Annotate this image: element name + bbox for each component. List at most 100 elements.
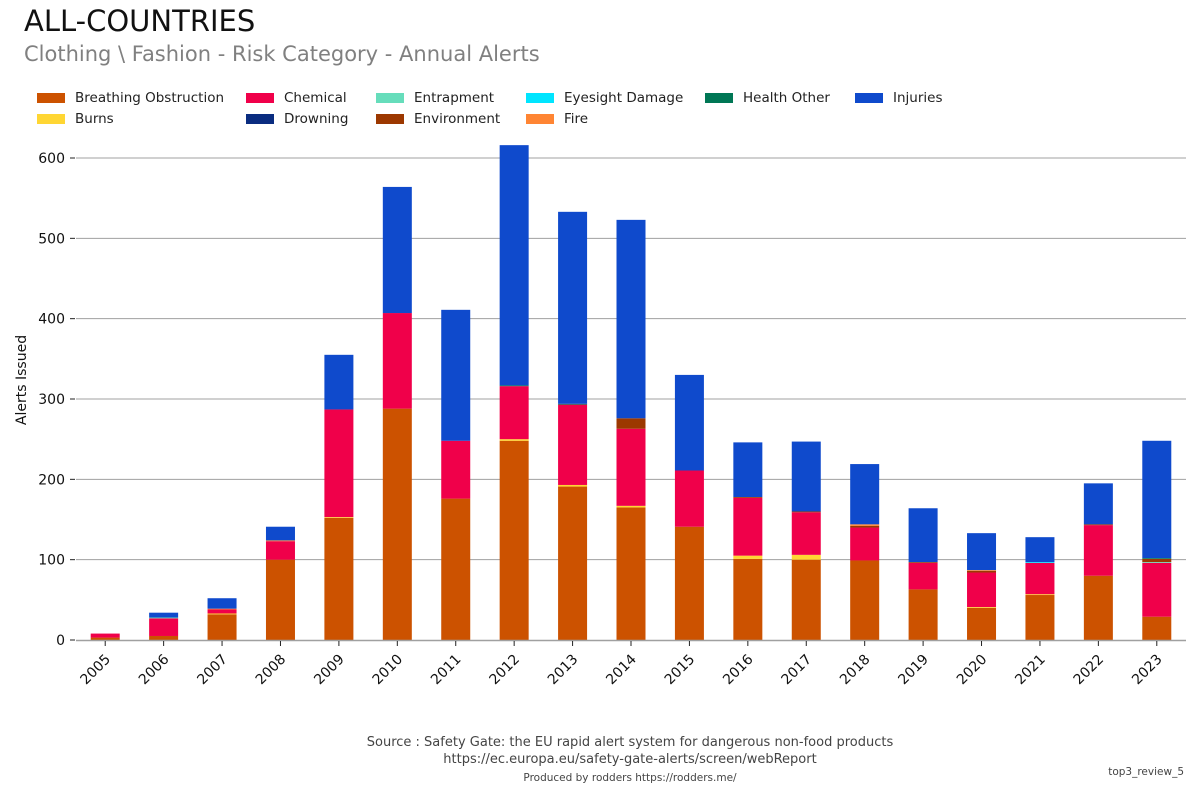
bar-segment-injuries-2008: [265, 526, 295, 541]
y-tick-label: 0: [56, 633, 65, 649]
legend-item-eyesight-damage: Eyesight Damage: [526, 90, 683, 106]
bar-segment-breathing-obstruction-2018: [850, 560, 880, 640]
x-tick-label: 2008: [253, 652, 290, 689]
x-tick-label: 2023: [1129, 652, 1166, 689]
bar-segment-environment-2023: [1142, 558, 1172, 563]
legend-item-burns: Burns: [37, 111, 114, 127]
bar-segment-injuries-2017: [791, 441, 821, 512]
bar-segment-breathing-obstruction-2019: [908, 589, 938, 640]
bar-segment-environment-2017: [791, 511, 821, 513]
x-tick-label: 2012: [486, 652, 523, 689]
bar-segment-entrapment-2006: [149, 617, 179, 619]
legend-swatch: [526, 114, 554, 124]
bar-segment-breathing-obstruction-2021: [1025, 595, 1055, 640]
x-tick-label: 2007: [194, 652, 231, 689]
bars: [90, 145, 1172, 640]
bar-segment-breathing-obstruction-2016: [733, 558, 763, 640]
y-tick-label: 400: [38, 312, 65, 328]
legend-item-fire: Fire: [526, 111, 588, 127]
bar-segment-injuries-2015: [674, 374, 704, 471]
legend-item-breathing-obstruction: Breathing Obstruction: [37, 90, 224, 106]
bar-segment-breathing-obstruction-2023: [1142, 616, 1172, 640]
legend-item-health-other: Health Other: [705, 90, 830, 106]
bar-segment-fire-2020: [967, 570, 997, 571]
bar-segment-breathing-obstruction-2022: [1083, 575, 1113, 640]
bar-segment-chemical-2022: [1083, 525, 1113, 576]
bar-segment-burns-2007: [207, 613, 237, 615]
bar-segment-health-other-2012: [499, 385, 529, 387]
bar-segment-chemical-2006: [149, 618, 179, 636]
bar-segment-breathing-obstruction-2013: [558, 486, 588, 640]
bar-segment-fire-2018: [850, 524, 880, 526]
bar-segment-chemical-2010: [382, 313, 412, 409]
bar-segment-chemical-2013: [558, 404, 588, 485]
bar-segment-chemical-2020: [967, 572, 997, 608]
legend-item-injuries: Injuries: [855, 90, 943, 106]
bar-segment-injuries-2014: [616, 219, 646, 419]
bar-segment-burns-2021: [1025, 594, 1055, 596]
legend-label: Injuries: [893, 90, 943, 106]
bar-segment-injuries-2012: [499, 145, 529, 386]
x-tick-label: 2014: [603, 651, 640, 688]
legend-label: Chemical: [284, 90, 347, 106]
report-tag: top3_review_5: [1108, 766, 1184, 778]
legend-swatch: [37, 93, 65, 103]
legend-swatch: [855, 93, 883, 103]
x-tick-label: 2013: [545, 652, 582, 689]
bar-segment-chemical-2005: [90, 633, 120, 638]
bar-segment-breathing-obstruction-2014: [616, 507, 646, 640]
bar-segment-chemical-2023: [1142, 562, 1172, 617]
bar-segment-chemical-2019: [908, 562, 938, 590]
y-tick-label: 200: [38, 472, 65, 488]
bar-segment-environment-2018: [850, 525, 880, 528]
bar-segment-injuries-2009: [324, 354, 354, 410]
bar-segment-breathing-obstruction-2011: [441, 498, 471, 640]
chart-subtitle: Clothing \ Fashion - Risk Category - Ann…: [24, 42, 540, 66]
x-tick-label: 2015: [662, 652, 699, 689]
bar-segment-injuries-2007: [207, 598, 237, 609]
bar-segment-chemical-2012: [499, 386, 529, 440]
x-tick-label: 2006: [136, 651, 173, 688]
bar-segment-burns-2016: [733, 555, 763, 559]
bar-segment-injuries-2018: [850, 464, 880, 525]
bar-segment-health-other-2013: [558, 403, 588, 405]
bar-segment-environment-2016: [733, 497, 763, 498]
legend-swatch: [246, 114, 274, 124]
bar-segment-breathing-obstruction-2005: [90, 637, 120, 640]
source-url: https://ec.europa.eu/safety-gate-alerts/…: [443, 752, 817, 767]
y-tick-label: 500: [38, 231, 65, 247]
bar-segment-injuries-2011: [441, 309, 471, 441]
bar-segment-injuries-2006: [149, 612, 179, 618]
x-tick-label: 2022: [1071, 652, 1108, 689]
legend-swatch: [246, 93, 274, 103]
bar-segment-burns-2020: [967, 607, 997, 608]
bar-segment-injuries-2022: [1083, 483, 1113, 525]
bar-segment-health-other-2023: [1142, 558, 1172, 559]
legend-swatch: [526, 93, 554, 103]
y-tick-label: 600: [38, 151, 65, 167]
legend-item-environment: Environment: [376, 111, 500, 127]
bar-segment-breathing-obstruction-2008: [265, 559, 295, 640]
x-tick-label: 2019: [895, 652, 932, 689]
bar-segment-burns-2013: [558, 484, 588, 487]
bar-segment-environment-2022: [1083, 524, 1113, 526]
x-tick-label: 2017: [779, 652, 816, 689]
x-tick-label: 2018: [837, 652, 874, 689]
x-tick-label: 2020: [954, 652, 991, 689]
bar-segment-breathing-obstruction-2010: [382, 408, 412, 640]
legend-swatch: [705, 93, 733, 103]
bar-segment-injuries-2023: [1142, 440, 1172, 559]
legend-swatch: [376, 93, 404, 103]
legend-label: Fire: [564, 111, 589, 127]
bar-segment-chemical-2015: [674, 470, 704, 527]
legend-label: Entrapment: [414, 90, 495, 106]
legend-label: Drowning: [284, 111, 349, 127]
x-tick-label: 2005: [78, 652, 115, 689]
bar-segment-injuries-2010: [382, 186, 412, 314]
legend-item-drowning: Drowning: [246, 111, 348, 127]
bar-segment-burns-2017: [791, 554, 821, 560]
bar-segment-environment-2020: [967, 570, 997, 573]
bar-segment-injuries-2016: [733, 442, 763, 498]
bar-segment-burns-2014: [616, 505, 646, 508]
